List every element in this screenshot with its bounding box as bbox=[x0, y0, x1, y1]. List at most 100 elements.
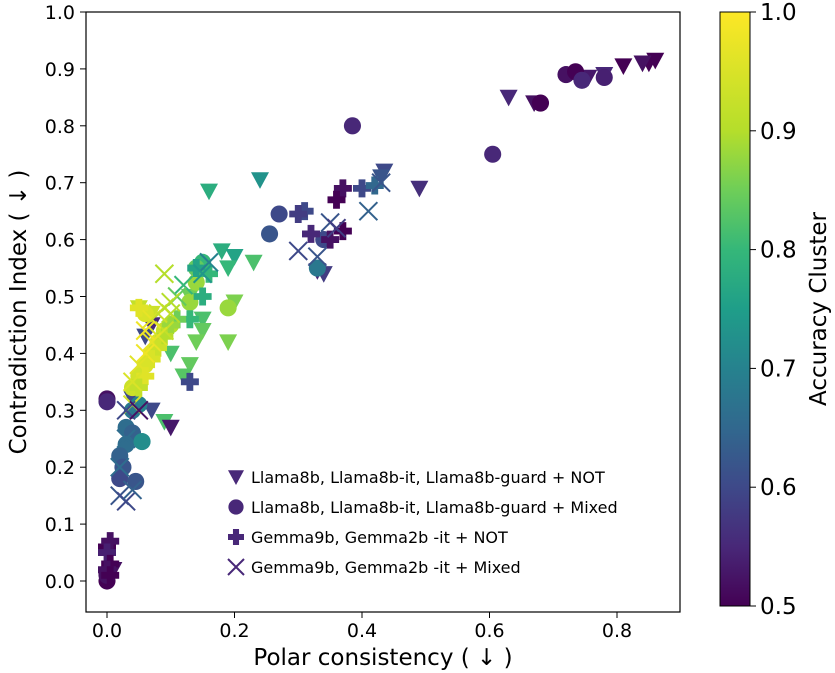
scatter-point-s2-19 bbox=[136, 367, 155, 386]
scatter-point-s2-12 bbox=[180, 310, 199, 329]
x-tick-label-4: 0.8 bbox=[602, 620, 632, 642]
scatter-point-s0-18 bbox=[219, 260, 238, 278]
x-tick-label-3: 0.6 bbox=[474, 620, 504, 642]
colorbar-tick-label-4: 0.9 bbox=[760, 119, 797, 145]
scatter-point-s0-8 bbox=[410, 180, 429, 198]
scatter-point-s3-25 bbox=[129, 400, 149, 421]
scatter-point-s0-20 bbox=[219, 334, 238, 352]
legend-marker-1 bbox=[228, 499, 244, 515]
scatter-point-s0-17 bbox=[244, 254, 263, 272]
y-tick-label-10: 1.0 bbox=[45, 2, 75, 24]
scatter-point-s0-22 bbox=[193, 311, 212, 329]
scatter-point-s1-24 bbox=[123, 401, 142, 419]
legend-label-1: Llama8b, Llama8b-it, Llama8b-guard + Mix… bbox=[251, 498, 618, 517]
x-axis: 0.0 0.2 0.4 0.6 0.8 bbox=[92, 612, 632, 642]
scatter-point-s3-20 bbox=[116, 429, 136, 449]
scatter-point-s0-26 bbox=[174, 368, 193, 386]
scatter-point-s2-10 bbox=[200, 264, 218, 283]
scatter-point-s3-16 bbox=[129, 355, 149, 375]
legend-label-2: Gemma9b, Gemma2b -it + NOT bbox=[251, 528, 508, 547]
scatter-point-s2-16 bbox=[155, 327, 174, 346]
scatter-point-s3-23 bbox=[116, 491, 136, 512]
scatter-point-s0-13 bbox=[251, 172, 269, 189]
scatter-point-s3-3 bbox=[326, 218, 347, 238]
scatter-point-s2-2 bbox=[321, 230, 340, 249]
scatter-point-s2-27 bbox=[101, 566, 120, 585]
scatter-point-s1-7 bbox=[270, 205, 288, 223]
scatter-point-s1-3 bbox=[595, 68, 613, 86]
scatter-point-s2-4 bbox=[302, 224, 320, 243]
x-tick-label-0: 0.0 bbox=[92, 620, 122, 642]
scatter-point-s1-34 bbox=[98, 393, 116, 411]
x-tick-label-1: 0.2 bbox=[219, 620, 249, 642]
colorbar bbox=[719, 11, 751, 607]
y-axis: 0.0 0.1 0.2 0.3 0.4 0.5 0.6 0.7 0.8 0.9 1.0 bbox=[45, 2, 86, 593]
scatter-point-s2-6 bbox=[289, 204, 308, 223]
scatter-point-s2-13 bbox=[180, 372, 199, 391]
scatter-point-s3-14 bbox=[141, 332, 162, 352]
scatter-point-s0-15 bbox=[212, 243, 231, 260]
colorbar-tick-label-1: 0.6 bbox=[760, 475, 797, 501]
scatter-point-s3-21 bbox=[110, 457, 130, 477]
y-axis-label: Contradiction Index ( ↓ ) bbox=[6, 170, 32, 455]
y-tick-label-9: 0.9 bbox=[45, 59, 75, 81]
y-tick-label-1: 0.1 bbox=[45, 514, 75, 536]
scatter-point-s3-15 bbox=[135, 343, 155, 364]
scatter-point-s1-15 bbox=[219, 299, 237, 317]
y-tick-label-5: 0.5 bbox=[45, 287, 75, 309]
scatter-point-s2-23 bbox=[101, 532, 120, 551]
scatter-point-s3-17 bbox=[122, 372, 143, 392]
scatter-point-s3-5 bbox=[307, 246, 328, 267]
y-tick-label-6: 0.6 bbox=[45, 230, 75, 252]
legend-label-0: Llama8b, Llama8b-it, Llama8b-guard + NOT bbox=[251, 468, 605, 487]
scatter-point-s1-5 bbox=[484, 145, 502, 163]
scatter-point-s2-8 bbox=[365, 176, 384, 195]
scatter-point-s2-21 bbox=[129, 298, 148, 317]
plot-frame bbox=[85, 11, 681, 613]
points-layer bbox=[98, 52, 665, 590]
scatter-point-s3-8 bbox=[173, 275, 194, 295]
scatter-point-s0-6 bbox=[499, 89, 518, 107]
scatter-point-s0-14 bbox=[200, 183, 218, 201]
scatter-point-s0-25 bbox=[180, 357, 199, 374]
scatter-point-s3-26 bbox=[135, 320, 155, 341]
y-tick-label-3: 0.3 bbox=[45, 400, 75, 422]
scatter-point-s0-2 bbox=[633, 55, 652, 73]
colorbar-ticks: 0.5 0.6 0.7 0.8 0.9 1.0 bbox=[750, 0, 797, 620]
legend-marker-3 bbox=[227, 558, 245, 576]
scatter-point-s0-23 bbox=[193, 322, 212, 340]
scatter-point-s2-7 bbox=[353, 179, 371, 198]
scatter-point-s3-4 bbox=[288, 241, 308, 261]
legend-marker-0 bbox=[228, 470, 244, 485]
y-tick-label-4: 0.4 bbox=[45, 343, 75, 365]
colorbar-tick-label-2: 0.7 bbox=[760, 356, 797, 382]
scatter-point-s0-10 bbox=[372, 169, 391, 187]
scatter-point-s3-7 bbox=[192, 264, 213, 284]
scatter-point-s3-1 bbox=[358, 201, 379, 221]
x-tick-label-2: 0.4 bbox=[347, 620, 377, 642]
scatter-point-s1-6 bbox=[343, 117, 361, 135]
legend-marker-2 bbox=[228, 529, 244, 545]
scatter-point-s2-3 bbox=[333, 222, 352, 241]
x-axis-label: Polar consistency ( ↓ ) bbox=[253, 645, 512, 671]
scatter-point-s0-24 bbox=[187, 334, 206, 352]
colorbar-label: Accuracy Cluster bbox=[806, 211, 832, 405]
y-tick-label-2: 0.2 bbox=[45, 457, 75, 479]
scatter-point-s3-0 bbox=[371, 172, 391, 193]
colorbar-tick-label-5: 1.0 bbox=[760, 0, 797, 26]
scatter-point-s2-0 bbox=[333, 179, 352, 198]
scatter-point-s3-10 bbox=[154, 264, 175, 284]
scatter-point-s1-4 bbox=[531, 94, 550, 112]
y-tick-label-0: 0.0 bbox=[45, 571, 75, 593]
scatter-point-s0-3 bbox=[614, 58, 633, 76]
scatter-point-s3-24 bbox=[122, 480, 143, 500]
y-tick-label-8: 0.8 bbox=[45, 116, 75, 138]
scatter-point-s1-9 bbox=[308, 259, 326, 277]
scatter-point-s1-31 bbox=[127, 472, 145, 490]
scatter-point-s2-24 bbox=[98, 543, 116, 562]
scatter-point-s2-1 bbox=[327, 190, 346, 209]
colorbar-tick-label-0: 0.5 bbox=[760, 594, 797, 620]
y-tick-label-7: 0.7 bbox=[45, 173, 75, 195]
scatter-point-s0-16 bbox=[225, 249, 244, 266]
